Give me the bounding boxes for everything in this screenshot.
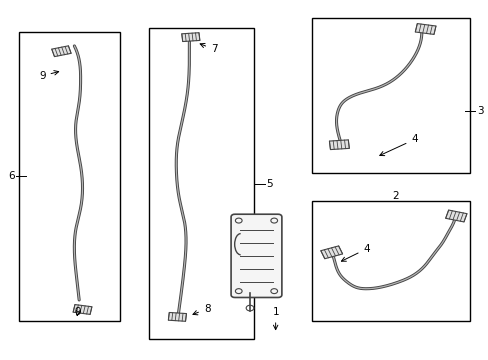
Text: 9: 9 [74, 307, 81, 317]
Text: 5: 5 [265, 179, 272, 189]
FancyBboxPatch shape [231, 214, 281, 297]
Bar [182, 33, 200, 41]
Text: 3: 3 [476, 106, 483, 116]
Bar [311, 18, 469, 173]
Text: 4: 4 [341, 244, 369, 261]
Text: 6: 6 [8, 171, 15, 181]
Text: 2: 2 [391, 191, 398, 201]
Bar [148, 28, 254, 339]
Bar [52, 46, 71, 57]
Bar [19, 32, 120, 321]
Bar [73, 305, 92, 314]
Bar [414, 24, 435, 35]
Text: 8: 8 [193, 304, 210, 315]
Bar [311, 201, 469, 321]
Bar [329, 140, 348, 150]
Text: 1: 1 [272, 307, 278, 330]
Text: 7: 7 [200, 44, 217, 54]
Bar [320, 246, 342, 259]
Text: 9: 9 [39, 71, 59, 81]
Text: 4: 4 [379, 134, 417, 156]
Bar [445, 210, 466, 222]
Bar [168, 312, 186, 321]
